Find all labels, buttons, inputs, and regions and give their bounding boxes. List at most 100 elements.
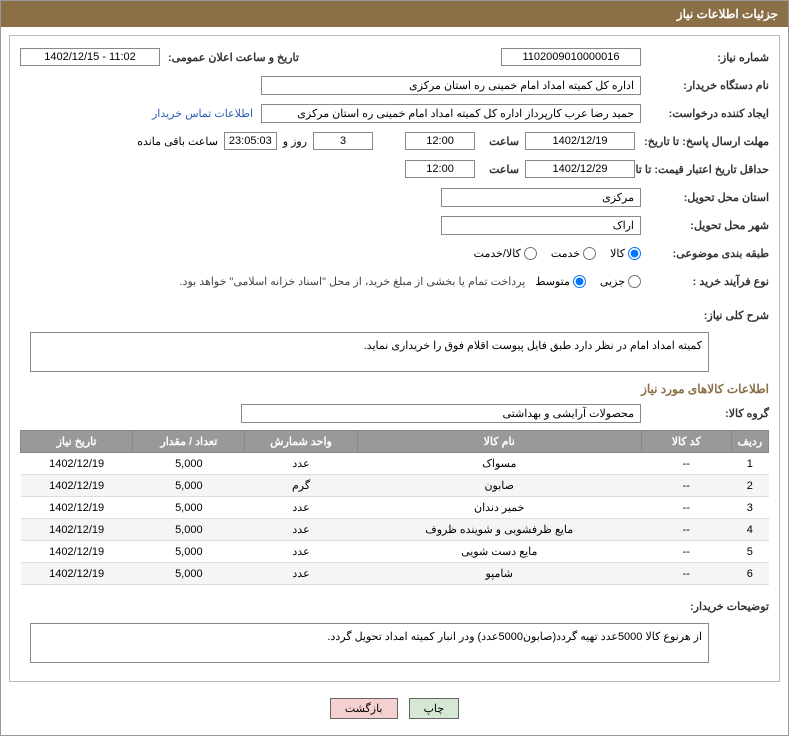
contact-link[interactable]: اطلاعات تماس خریدار [152, 107, 253, 120]
label-hour-2: ساعت [489, 163, 519, 176]
table-cell: خمیر دندان [357, 497, 641, 519]
row-need-no: شماره نیاز: 1102009010000016 تاریخ و ساع… [20, 46, 769, 68]
table-header-row: ردیفکد کالانام کالاواحد شمارشتعداد / مقد… [21, 431, 769, 453]
ptype-option[interactable]: جزیی [600, 275, 641, 288]
items-table: ردیفکد کالانام کالاواحد شمارشتعداد / مقد… [20, 430, 769, 585]
buyer-notes-box: از هرنوع کالا 5000عدد تهیه گردد(صابون500… [30, 623, 709, 663]
value-announce-date: 1402/12/15 - 11:02 [20, 48, 160, 66]
row-purchase-type: نوع فرآیند خرید : جزییمتوسط پرداخت تمام … [20, 270, 769, 292]
label-remaining: ساعت باقی مانده [137, 135, 218, 148]
label-buyer-notes: توضیحات خریدار: [649, 600, 769, 613]
label-reply-deadline: مهلت ارسال پاسخ: تا تاریخ: [649, 135, 769, 148]
table-cell: عدد [245, 497, 357, 519]
table-cell: -- [641, 519, 731, 541]
panel-title: جزئیات اطلاعات نیاز [1, 1, 788, 27]
items-section-title: اطلاعات کالاهای مورد نیاز [20, 382, 769, 396]
value-reply-date: 1402/12/19 [525, 132, 635, 150]
table-cell: 1402/12/19 [21, 453, 133, 475]
table-cell: عدد [245, 519, 357, 541]
row-general-desc: شرح کلی نیاز: [20, 304, 769, 326]
table-cell: 6 [731, 563, 768, 585]
table-cell: -- [641, 453, 731, 475]
table-row: 4--مایع ظرفشویی و شوینده ظروفعدد5,000140… [21, 519, 769, 541]
row-category: طبقه بندی موضوعی: کالا خدمت کالا/خدمت [20, 242, 769, 264]
row-reply-deadline: مهلت ارسال پاسخ: تا تاریخ: 1402/12/19 سا… [20, 130, 769, 152]
table-cell: 5 [731, 541, 768, 563]
radio-label: کالا/خدمت [474, 247, 521, 260]
category-radio-group: کالا خدمت کالا/خدمت [474, 247, 641, 260]
table-cell: 2 [731, 475, 768, 497]
label-days-and: روز و [283, 135, 307, 148]
table-header: کد کالا [641, 431, 731, 453]
ptype-option[interactable]: متوسط [535, 275, 586, 288]
category-option[interactable]: کالا/خدمت [474, 247, 537, 260]
category-option[interactable]: خدمت [551, 247, 596, 260]
label-goods-group: گروه کالا: [649, 407, 769, 420]
table-cell: 5,000 [133, 519, 245, 541]
label-buyer-org: نام دستگاه خریدار: [649, 79, 769, 92]
table-row: 6--شامپوعدد5,0001402/12/19 [21, 563, 769, 585]
ptype-radio[interactable] [628, 275, 641, 288]
table-cell: 5,000 [133, 475, 245, 497]
table-header: واحد شمارش [245, 431, 357, 453]
table-cell: عدد [245, 563, 357, 585]
table-cell: 1402/12/19 [21, 541, 133, 563]
table-cell: 5,000 [133, 497, 245, 519]
table-cell: 1 [731, 453, 768, 475]
label-category: طبقه بندی موضوعی: [649, 247, 769, 260]
details-panel: جزئیات اطلاعات نیاز شماره نیاز: 11020090… [0, 0, 789, 736]
table-row: 3--خمیر دندانعدد5,0001402/12/19 [21, 497, 769, 519]
table-cell: 5,000 [133, 541, 245, 563]
label-hour-1: ساعت [489, 135, 519, 148]
label-announce-date: تاریخ و ساعت اعلان عمومی: [168, 51, 299, 64]
table-header: نام کالا [357, 431, 641, 453]
table-cell: 1402/12/19 [21, 475, 133, 497]
table-cell: عدد [245, 541, 357, 563]
label-city: شهر محل تحویل: [649, 219, 769, 232]
value-reply-time: 12:00 [405, 132, 475, 150]
radio-label: متوسط [535, 275, 570, 288]
radio-label: جزیی [600, 275, 625, 288]
category-option[interactable]: کالا [610, 247, 641, 260]
payment-note: پرداخت تمام یا بخشی از مبلغ خرید، از محل… [180, 275, 526, 288]
value-need-no: 1102009010000016 [501, 48, 641, 66]
row-buyer-notes: توضیحات خریدار: [20, 595, 769, 617]
table-cell: صابون [357, 475, 641, 497]
value-days-left: 3 [313, 132, 373, 150]
value-goods-group: محصولات آرایشی و بهداشتی [241, 404, 641, 423]
label-province: استان محل تحویل: [649, 191, 769, 204]
value-province: مرکزی [441, 188, 641, 207]
panel-body: شماره نیاز: 1102009010000016 تاریخ و ساع… [1, 27, 788, 735]
value-validity-date: 1402/12/29 [525, 160, 635, 178]
category-radio[interactable] [583, 247, 596, 260]
table-cell: -- [641, 563, 731, 585]
ptype-radio[interactable] [573, 275, 586, 288]
table-cell: گرم [245, 475, 357, 497]
table-cell: 4 [731, 519, 768, 541]
category-radio[interactable] [628, 247, 641, 260]
label-need-no: شماره نیاز: [649, 51, 769, 64]
table-cell: -- [641, 475, 731, 497]
table-header: تعداد / مقدار [133, 431, 245, 453]
table-cell: 5,000 [133, 453, 245, 475]
table-cell: -- [641, 497, 731, 519]
value-city: اراک [441, 216, 641, 235]
table-header: ردیف [731, 431, 768, 453]
info-box: شماره نیاز: 1102009010000016 تاریخ و ساع… [9, 35, 780, 682]
back-button[interactable]: بازگشت [330, 698, 398, 719]
label-requester: ایجاد کننده درخواست: [649, 107, 769, 120]
row-province: استان محل تحویل: مرکزی [20, 186, 769, 208]
print-button[interactable]: چاپ [409, 698, 460, 719]
value-validity-time: 12:00 [405, 160, 475, 178]
value-requester: حمید رضا عرب کارپرداز اداره کل کمیته امد… [261, 104, 641, 123]
table-cell: عدد [245, 453, 357, 475]
row-requester: ایجاد کننده درخواست: حمید رضا عرب کارپرد… [20, 102, 769, 124]
row-price-validity: حداقل تاریخ اعتبار قیمت: تا تاریخ: 1402/… [20, 158, 769, 180]
purchase-type-radio-group: جزیی متوسط [535, 275, 641, 288]
label-general-desc: شرح کلی نیاز: [649, 309, 769, 322]
table-row: 2--صابونگرم5,0001402/12/19 [21, 475, 769, 497]
category-radio[interactable] [524, 247, 537, 260]
table-cell: -- [641, 541, 731, 563]
row-goods-group: گروه کالا: محصولات آرایشی و بهداشتی [20, 402, 769, 424]
table-cell: 1402/12/19 [21, 563, 133, 585]
